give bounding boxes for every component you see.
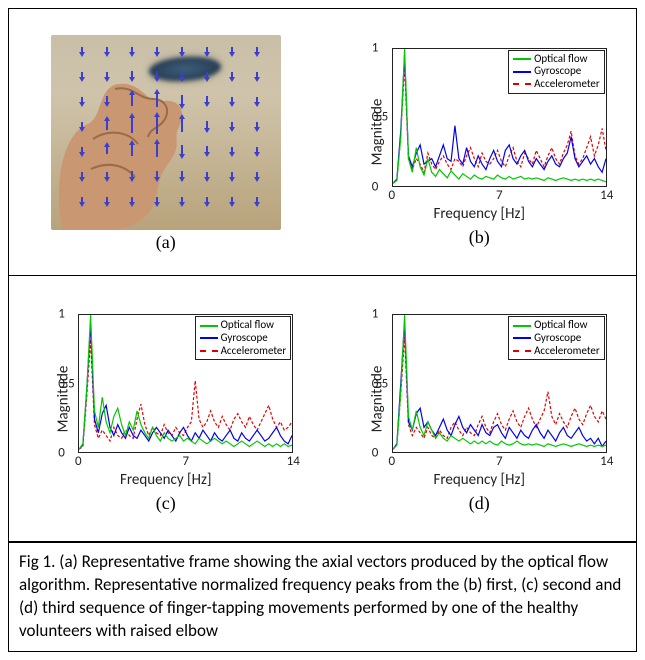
panel-d: MagnitudeFrequency [Hz]00.510714Optical … (323, 276, 637, 542)
hand-illustration (53, 69, 218, 230)
panel-b-label: (b) (469, 227, 490, 248)
chart-c: MagnitudeFrequency [Hz]00.510714Optical … (28, 306, 303, 491)
chart-d: MagnitudeFrequency [Hz]00.510714Optical … (342, 306, 617, 491)
chart-b: MagnitudeFrequency [Hz]00.510714Optical … (342, 40, 617, 225)
panel-d-label: (d) (469, 493, 490, 514)
panel-b: MagnitudeFrequency [Hz]00.510714Optical … (323, 9, 637, 275)
panel-a-label: (a) (156, 232, 176, 253)
row-2: MagnitudeFrequency [Hz]00.510714Optical … (9, 276, 636, 543)
panel-c-label: (c) (156, 493, 176, 514)
optical-flow-frame (51, 35, 281, 230)
panel-a: (a) (9, 9, 323, 275)
panel-c: MagnitudeFrequency [Hz]00.510714Optical … (9, 276, 323, 542)
figure-caption: Fig 1. (a) Representative frame showing … (9, 542, 636, 651)
row-1: (a) MagnitudeFrequency [Hz]00.510714Opti… (9, 9, 636, 276)
figure-container: (a) MagnitudeFrequency [Hz]00.510714Opti… (8, 8, 637, 652)
